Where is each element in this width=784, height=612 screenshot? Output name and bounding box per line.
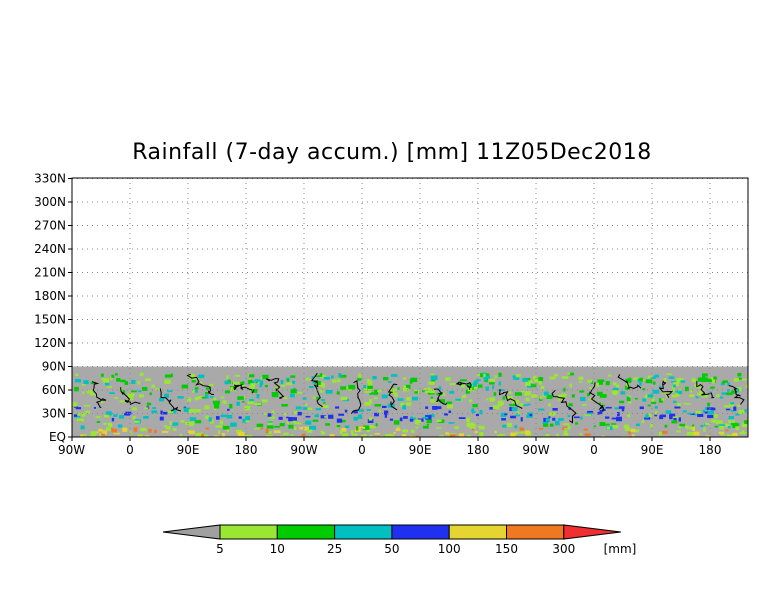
y-tick-label: 240N [34,242,66,256]
x-tick-label: 180 [235,443,258,457]
grid-lines [72,178,748,437]
x-tick-label: 90W [58,443,85,457]
colorbar-segment [219,524,278,540]
x-axis-ticks: 90W 0 90E 180 90W 0 90E 180 90W 0 90E 180 [58,437,721,457]
y-tick-label: 210N [34,266,66,280]
colorbar-right-arrow [563,524,621,540]
x-tick-label: 0 [126,443,134,457]
y-tick-label: 270N [34,219,66,233]
y-tick-label: 120N [34,336,66,350]
y-axis-ticks: EQ 30N 60N 90N 120N 150N 180N 210N 240N 270N 300N 3… [34,172,72,444]
y-tick-label: 330N [34,172,66,186]
colorbar-segment [506,524,565,540]
x-tick-label: 180 [699,443,722,457]
x-tick-label: 90W [290,443,317,457]
y-tick-label: 150N [34,313,66,327]
y-tick-label: 90N [42,360,66,374]
x-tick-label: 90E [409,443,432,457]
colorbar-left-arrow [162,524,221,540]
y-tick-label: 30N [42,407,66,421]
colorbar-level-label: 50 [384,542,399,556]
colorbar-segment [276,524,336,540]
plot-frame [71,177,749,438]
colorbar-segment [391,524,450,540]
x-tick-label: 0 [590,443,598,457]
colorbar-level-label: 100 [438,542,461,556]
colorbar-level-label: 25 [327,542,342,556]
y-tick-label: 300N [34,195,66,209]
x-tick-label: 0 [358,443,366,457]
x-tick-label: 90E [177,443,200,457]
map-title: Rainfall (7-day accum.) [mm] 11Z05Dec201… [132,140,652,165]
colorbar-segment [448,524,508,540]
coastlines [92,372,745,424]
x-tick-label: 90E [641,443,664,457]
colorbar-segment [334,524,393,540]
no-data-band [72,366,748,437]
rainfall-cells [72,372,748,437]
colorbar-level-label: 300 [552,542,575,556]
x-tick-label: 90W [522,443,549,457]
colorbar-level-label: 10 [270,542,285,556]
y-tick-label: 180N [34,289,66,303]
y-tick-label: 60N [42,383,66,397]
colorbar: 5 10 25 50 100 150 300 [mm] [162,524,637,556]
colorbar-unit-label: [mm] [604,542,637,556]
data-layer [72,366,748,437]
y-tick-label: EQ [49,430,66,444]
x-tick-label: 180 [467,443,490,457]
colorbar-level-label: 5 [216,542,224,556]
colorbar-level-label: 150 [495,542,518,556]
